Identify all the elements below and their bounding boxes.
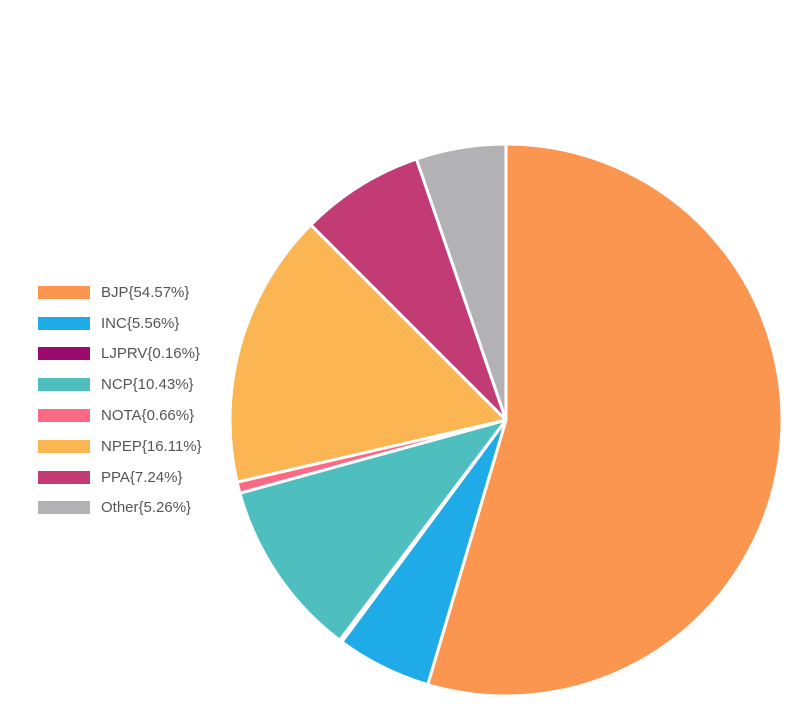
legend-label: BJP{54.57%}	[101, 283, 190, 301]
legend-item-ncp[interactable]: NCP{10.43%}	[38, 369, 202, 400]
legend-label: Other{5.26%}	[101, 499, 192, 517]
pie-slice-npep[interactable]	[228, 223, 508, 484]
legend-label: INC{5.56%}	[101, 314, 180, 332]
legend-label: LJPRV{0.16%}	[101, 345, 200, 363]
chart-legend: BJP{54.57%} INC{5.56%} LJPRV{0.16%} NCP{10.…	[38, 277, 202, 523]
pie-slices	[228, 142, 784, 698]
legend-label: NOTA{0.66%}	[101, 407, 195, 425]
legend-item-nota[interactable]: NOTA{0.66%}	[38, 400, 202, 431]
legend-label: PPA{7.24%}	[101, 468, 183, 486]
legend-swatch	[38, 347, 90, 361]
legend-item-ppa[interactable]: PPA{7.24%}	[38, 462, 202, 493]
legend-swatch	[38, 409, 90, 423]
pie-slice-other[interactable]	[414, 142, 508, 422]
legend-item-other[interactable]: Other{5.26%}	[38, 493, 202, 524]
legend-swatch	[38, 501, 90, 515]
legend-swatch	[38, 316, 90, 330]
pie-slice-bjp[interactable]	[426, 142, 784, 698]
legend-item-ljprv[interactable]: LJPRV{0.16%}	[38, 339, 202, 370]
pie-slice-ppa[interactable]	[309, 157, 508, 422]
legend-item-inc[interactable]: INC{5.56%}	[38, 308, 202, 339]
legend-item-bjp[interactable]: BJP{54.57%}	[38, 277, 202, 308]
legend-label: NPEP{16.11%}	[101, 437, 202, 455]
legend-item-npep[interactable]: NPEP{16.11%}	[38, 431, 202, 462]
legend-label: NCP{10.43%}	[101, 376, 194, 394]
legend-swatch	[38, 439, 90, 453]
legend-swatch	[38, 285, 90, 299]
legend-swatch	[38, 470, 90, 484]
legend-swatch	[38, 378, 90, 392]
